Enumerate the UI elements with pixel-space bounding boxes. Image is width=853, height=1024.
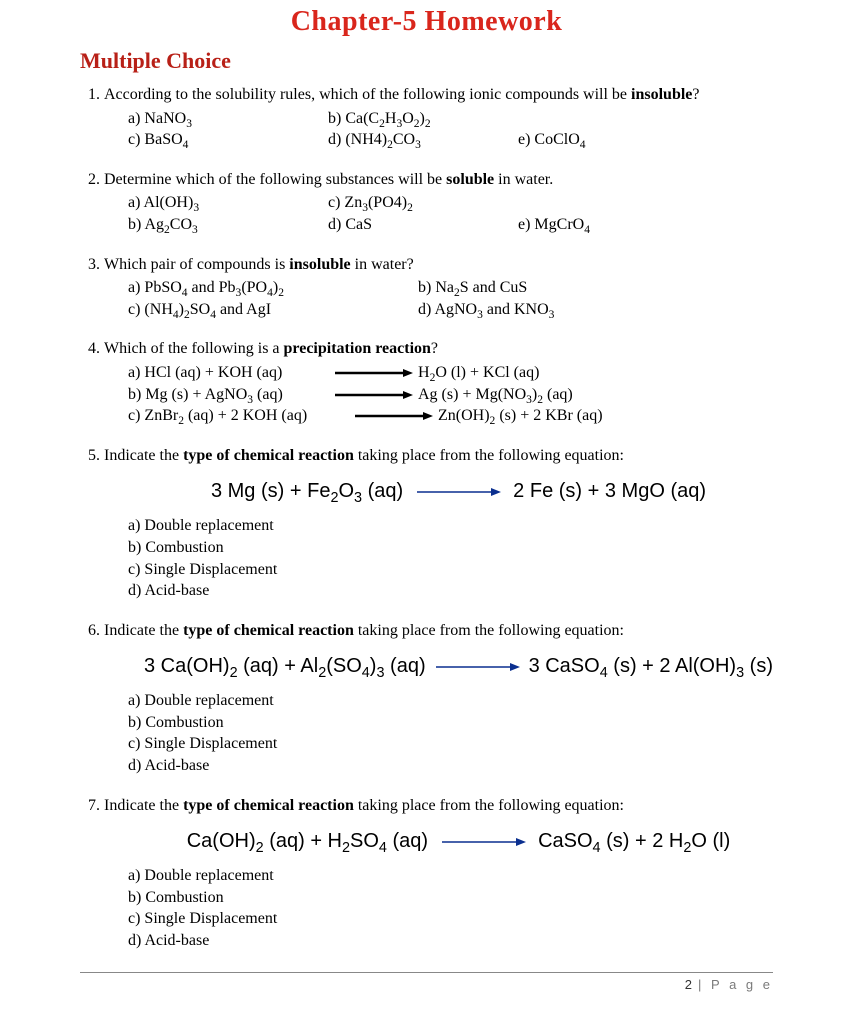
q5-stem: Indicate the type of chemical reaction t… xyxy=(104,445,773,467)
text: ? xyxy=(431,340,438,357)
q1-d: d) (NH4)2CO3 xyxy=(328,129,518,151)
question-list: According to the solubility rules, which… xyxy=(80,84,773,952)
text: taking place from the following equation… xyxy=(354,797,624,814)
bold-word: insoluble xyxy=(631,86,692,103)
bold-word: precipitation reaction xyxy=(284,340,431,357)
text: Which of the following is a xyxy=(104,340,284,357)
products: Ag (s) + Mg(NO3)2 (aq) xyxy=(418,384,573,406)
text: ? xyxy=(692,86,699,103)
q1-e: e) CoClO4 xyxy=(518,129,678,151)
question-5: Indicate the type of chemical reaction t… xyxy=(104,445,773,602)
q7-c: c) Single Displacement xyxy=(128,908,773,930)
q3-b: b) Na2S and CuS xyxy=(418,277,698,299)
q1-a: a) NaNO3 xyxy=(128,108,328,130)
q1-stem: According to the solubility rules, which… xyxy=(104,84,773,106)
q6-equation: 3 Ca(OH)2 (aq) + Al2(SO4)3 (aq) 3 CaSO4 … xyxy=(144,653,773,680)
q7-options: a) Double replacement b) Combustion c) S… xyxy=(128,865,773,951)
text: taking place from the following equation… xyxy=(354,622,624,639)
products: Zn(OH)2 (s) + 2 KBr (aq) xyxy=(438,405,603,427)
bold-word: type of chemical reaction xyxy=(183,622,354,639)
arrow-icon xyxy=(426,653,529,680)
arrow-icon xyxy=(328,362,418,384)
q5-equation: 3 Mg (s) + Fe2O3 (aq) 2 Fe (s) + 3 MgO (… xyxy=(144,478,773,505)
reactants: 3 Mg (s) + Fe2O3 (aq) xyxy=(211,478,403,505)
q6-options: a) Double replacement b) Combustion c) S… xyxy=(128,690,773,776)
q7-stem: Indicate the type of chemical reaction t… xyxy=(104,795,773,817)
question-3: Which pair of compounds is insoluble in … xyxy=(104,254,773,321)
reactants: 3 Ca(OH)2 (aq) + Al2(SO4)3 (aq) xyxy=(144,653,426,680)
text: taking place from the following equation… xyxy=(354,447,624,464)
q6-a: a) Double replacement xyxy=(128,690,773,712)
q6-b: b) Combustion xyxy=(128,712,773,734)
text: Indicate the xyxy=(104,622,183,639)
q1-b: b) Ca(C2H3O2)2 xyxy=(328,108,518,130)
page-number-value: 2 xyxy=(685,977,692,992)
reactants: c) ZnBr2 (aq) + 2 KOH (aq) xyxy=(128,405,348,427)
text: Indicate the xyxy=(104,447,183,464)
q3-options: a) PbSO4 and Pb3(PO4)2 b) Na2S and CuS c… xyxy=(128,277,773,320)
q3-c: c) (NH4)2SO4 and AgI xyxy=(128,299,418,321)
products: 2 Fe (s) + 3 MgO (aq) xyxy=(513,478,706,505)
products: H2O (l) + KCl (aq) xyxy=(418,362,539,384)
q6-d: d) Acid-base xyxy=(128,755,773,777)
q7-b: b) Combustion xyxy=(128,887,773,909)
text: in water? xyxy=(351,256,414,273)
question-2: Determine which of the following substan… xyxy=(104,169,773,236)
q5-c: c) Single Displacement xyxy=(128,559,773,581)
q2-c: c) Zn3(PO4)2 xyxy=(328,192,518,214)
bold-word: type of chemical reaction xyxy=(183,447,354,464)
q2-options: a) Al(OH)3 c) Zn3(PO4)2 b) Ag2CO3 d) CaS… xyxy=(128,192,773,235)
text: in water. xyxy=(494,171,553,188)
q6-stem: Indicate the type of chemical reaction t… xyxy=(104,620,773,642)
question-7: Indicate the type of chemical reaction t… xyxy=(104,795,773,952)
q7-d: d) Acid-base xyxy=(128,930,773,952)
question-4: Which of the following is a precipitatio… xyxy=(104,338,773,426)
q2-a: a) Al(OH)3 xyxy=(128,192,328,214)
question-1: According to the solubility rules, which… xyxy=(104,84,773,151)
footer-divider xyxy=(80,972,773,973)
arrow-icon xyxy=(328,384,418,406)
products: 3 CaSO4 (s) + 2 Al(OH)3 (s) xyxy=(529,653,773,680)
page-number: 2| P a g e xyxy=(80,977,773,992)
bold-word: type of chemical reaction xyxy=(183,797,354,814)
text: According to the solubility rules, which… xyxy=(104,86,631,103)
bold-word: insoluble xyxy=(289,256,350,273)
products: CaSO4 (s) + 2 H2O (l) xyxy=(538,828,730,855)
text: Indicate the xyxy=(104,797,183,814)
q1-c: c) BaSO4 xyxy=(128,129,328,151)
page: Chapter-5 Homework Multiple Choice Accor… xyxy=(0,6,853,1012)
bold-word: soluble xyxy=(446,171,494,188)
q4-stem: Which of the following is a precipitatio… xyxy=(104,338,773,360)
q7-a: a) Double replacement xyxy=(128,865,773,887)
chapter-title: Chapter-5 Homework xyxy=(80,6,773,38)
text: Determine which of the following substan… xyxy=(104,171,446,188)
q5-options: a) Double replacement b) Combustion c) S… xyxy=(128,515,773,601)
q4-row-c: c) ZnBr2 (aq) + 2 KOH (aq) Zn(OH)2 (s) +… xyxy=(128,405,773,427)
q5-d: d) Acid-base xyxy=(128,580,773,602)
q4-row-a: a) HCl (aq) + KOH (aq) H2O (l) + KCl (aq… xyxy=(128,362,773,384)
q4-row-b: b) Mg (s) + AgNO3 (aq) Ag (s) + Mg(NO3)2… xyxy=(128,384,773,406)
reactants: b) Mg (s) + AgNO3 (aq) xyxy=(128,384,328,406)
arrow-icon xyxy=(348,405,438,427)
arrow-icon xyxy=(428,828,538,855)
reactants: a) HCl (aq) + KOH (aq) xyxy=(128,362,328,384)
reactants: Ca(OH)2 (aq) + H2SO4 (aq) xyxy=(187,828,428,855)
q1-options: a) NaNO3 b) Ca(C2H3O2)2 c) BaSO4 d) (NH4… xyxy=(128,108,773,151)
arrow-icon xyxy=(403,478,513,505)
q6-c: c) Single Displacement xyxy=(128,733,773,755)
text: Which pair of compounds is xyxy=(104,256,289,273)
section-heading: Multiple Choice xyxy=(80,48,773,74)
q3-stem: Which pair of compounds is insoluble in … xyxy=(104,254,773,276)
q3-d: d) AgNO3 and KNO3 xyxy=(418,299,698,321)
q5-b: b) Combustion xyxy=(128,537,773,559)
q2-b: b) Ag2CO3 xyxy=(128,214,328,236)
q2-e: e) MgCrO4 xyxy=(518,214,678,236)
q3-a: a) PbSO4 and Pb3(PO4)2 xyxy=(128,277,418,299)
q2-d: d) CaS xyxy=(328,214,518,236)
page-label: P a g e xyxy=(711,977,773,992)
q7-equation: Ca(OH)2 (aq) + H2SO4 (aq) CaSO4 (s) + 2 … xyxy=(144,828,773,855)
question-6: Indicate the type of chemical reaction t… xyxy=(104,620,773,777)
q5-a: a) Double replacement xyxy=(128,515,773,537)
q2-stem: Determine which of the following substan… xyxy=(104,169,773,191)
